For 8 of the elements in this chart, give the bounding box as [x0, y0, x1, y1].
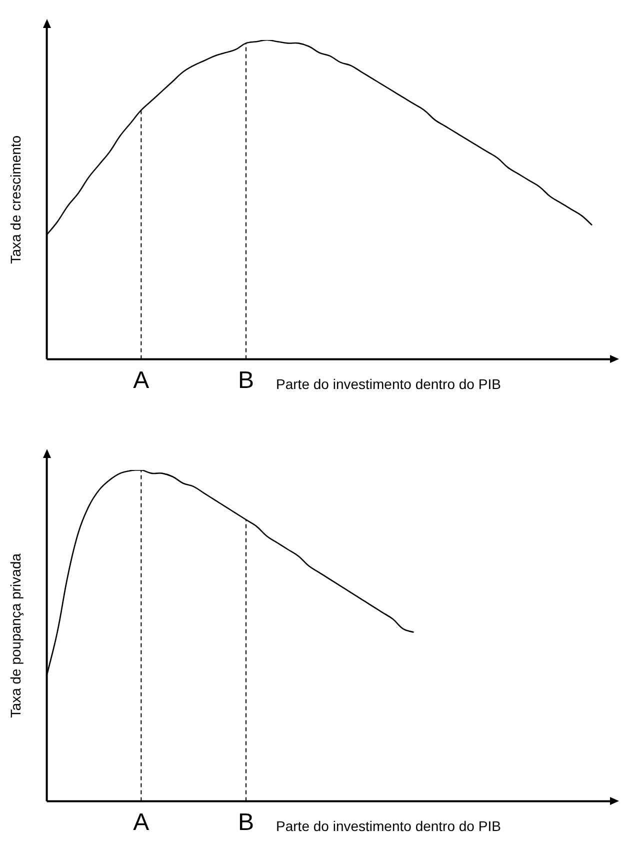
x-axis-title: Parte do investimento dentro do PIB	[276, 376, 501, 392]
x-tick-label: A	[133, 367, 150, 394]
x-tick-label: B	[238, 809, 254, 836]
x-tick-label: B	[238, 367, 254, 394]
x-axis-title: Parte do investimento dentro do PIB	[276, 818, 501, 834]
x-tick-label: A	[133, 809, 150, 836]
y-axis-title: Taxa de crescimento	[7, 135, 24, 264]
y-axis-title: Taxa de poupança privada	[7, 553, 24, 718]
